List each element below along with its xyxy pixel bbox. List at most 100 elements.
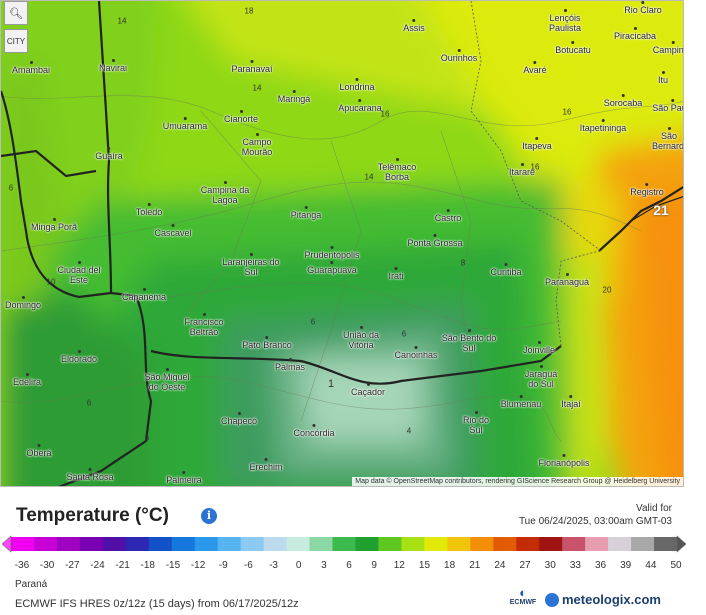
isotherm-label: 6 [144, 433, 150, 443]
city-label: Guarapuava [307, 261, 357, 275]
city-label: Irati [388, 267, 404, 281]
city-label: Amambai [12, 61, 50, 75]
city-label: Itapetininga [580, 119, 626, 133]
city-label: União da Vitória [334, 326, 388, 350]
scale-cell [286, 537, 311, 551]
scale-cell [516, 537, 540, 551]
city-label: Apucarana [338, 99, 382, 113]
city-label: Maringá [278, 90, 310, 104]
scale-cell [309, 537, 334, 551]
scale-tick-label: 18 [444, 560, 456, 571]
region-label: Paraná [15, 579, 48, 590]
scale-tick-label: -27 [65, 560, 80, 571]
scale-tick-label: 15 [418, 560, 431, 571]
city-label: Umuarama [163, 117, 207, 131]
city-label: Lençóis Paulista [540, 9, 590, 33]
city-label: Paranavaí [231, 60, 273, 74]
ecmwf-label: ECMWF [509, 599, 537, 606]
city-label: Ponta Grossa [407, 234, 463, 248]
isotherm-label: 1 [327, 378, 335, 390]
scale-cell [217, 537, 242, 551]
isotherm-label: 8 [460, 258, 466, 268]
scale-cell [378, 537, 402, 551]
zoom-button[interactable]: 🔍︎ [4, 1, 28, 25]
city-label: São Bernardo [652, 127, 683, 151]
isotherm-label: 18 [244, 6, 254, 16]
scale-cell [401, 537, 425, 551]
scale-tick-label: 21 [469, 560, 481, 571]
city-label: Ciudad del Este [52, 261, 106, 285]
city-label: São Miguel do Oeste [140, 368, 194, 392]
city-label: Erechim [249, 458, 283, 472]
city-label: Telêmaco Borba [372, 158, 422, 182]
isotherm-label: 20 [602, 285, 612, 295]
scale-tick-label: -18 [140, 560, 155, 571]
city-label: São Paulo [652, 99, 683, 113]
scale-cell [355, 537, 379, 551]
scale-cell [562, 537, 586, 551]
scale-cell [631, 537, 655, 551]
model-info: ECMWF IFS HRES 0z/12z (15 days) from 06/… [15, 598, 299, 610]
city-label: Itararé [509, 163, 535, 177]
city-label: Palmeira [166, 471, 202, 485]
map-attribution: Map data © OpenStreetMap contributors, r… [352, 477, 683, 486]
city-label: Assis [403, 19, 425, 33]
city-label: Prudentópolis [304, 246, 360, 260]
city-label: Sorocaba [604, 94, 642, 108]
isotherm-label: 14 [364, 172, 374, 182]
brand-name: meteologix.com [562, 592, 661, 607]
city-label: Guaíra [95, 147, 123, 161]
isotherm-label: 16 [530, 162, 540, 172]
scale-cell [171, 537, 196, 551]
city-label: Itajaí [561, 395, 581, 409]
scale-tick-label: -12 [190, 560, 206, 571]
meteologix-icon [545, 592, 559, 607]
isotherm-label: 6 [8, 183, 14, 193]
city-label: Joinville [523, 341, 555, 355]
city-label: Toledo [136, 203, 162, 217]
scale-tick-label: 33 [569, 560, 581, 571]
scale-tick-label: 9 [371, 560, 377, 571]
city-label: Campo Mourão [237, 133, 277, 157]
meteologix-logo[interactable]: meteologix.com [545, 592, 661, 607]
scale-cell [539, 537, 563, 551]
scale-min-arrow [2, 535, 12, 553]
city-label: Campinas [653, 41, 683, 55]
isotherm-label: 4 [406, 426, 412, 436]
scale-tick-label: -6 [243, 560, 253, 571]
scale-cell [194, 537, 219, 551]
scale-tick-label: 24 [494, 560, 506, 571]
city-label: Rio do Sul [459, 411, 493, 435]
isotherm-label: 6 [86, 398, 92, 408]
city-label: Domingo [5, 296, 41, 310]
city-label: Edelira [13, 373, 41, 387]
city-label: Canoinhas [394, 346, 438, 360]
scale-cell [424, 537, 448, 551]
scale-tick-label: -21 [115, 560, 130, 571]
city-toggle-button[interactable]: CITY [4, 29, 28, 53]
city-label: Blumenau [501, 395, 541, 409]
city-label: Oberá [26, 444, 52, 458]
scale-tick-label: -30 [39, 560, 55, 571]
scale-cell [79, 537, 104, 551]
isotherm-label: 21 [653, 202, 669, 218]
isotherm-label: 14 [252, 83, 262, 93]
info-icon[interactable]: i [201, 508, 217, 524]
city-label: Cianorte [224, 110, 258, 124]
scale-cell [608, 537, 632, 551]
scale-tick-label: 27 [519, 560, 531, 571]
scale-tick-label: 12 [393, 560, 405, 571]
city-toggle-label: CITY [6, 36, 26, 46]
ecmwf-icon: ◐ [519, 585, 527, 600]
isotherm-label: 16 [380, 109, 390, 119]
temperature-map[interactable]: 🔍︎ CITY Assis Lençóis Paulista Rio Claro… [0, 0, 684, 487]
scale-tick-label: -9 [218, 560, 228, 571]
city-label: Francisco Beltrão [177, 313, 231, 337]
city-label: São Bento do Sul [440, 329, 498, 353]
scale-cell [11, 537, 35, 551]
city-label: Registro [630, 183, 664, 197]
city-label: Campina da Lagoa [200, 181, 250, 205]
city-label: Chapecó [221, 412, 257, 426]
scale-tick-label: -3 [269, 560, 278, 571]
scale-tick-label: 0 [295, 560, 302, 571]
